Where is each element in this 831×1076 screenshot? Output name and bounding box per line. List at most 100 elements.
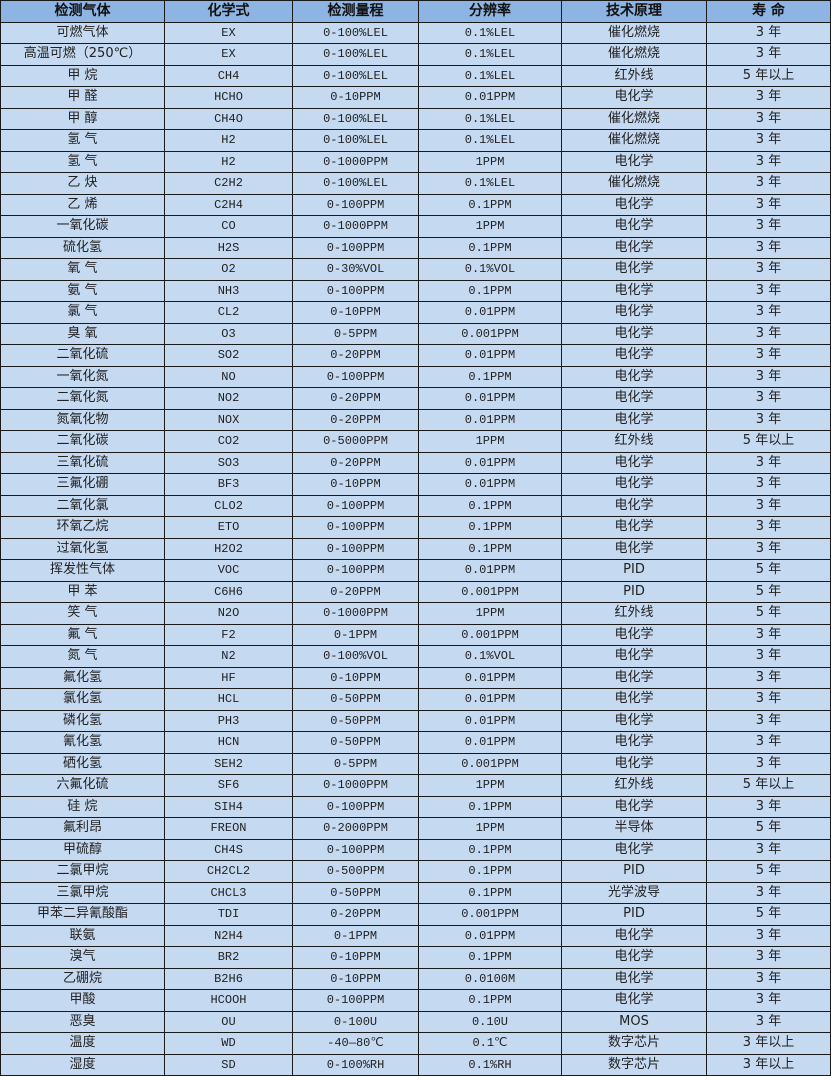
table-row: 甲 醇 CH4O 0-100%LEL 0.1%LEL 催化燃烧 3 年 [0, 107, 831, 130]
table-row: 氯化氢 HCL 0-50PPM 0.01PPM 电化学 3 年 [0, 688, 831, 711]
cell-lifespan: 3 年 [706, 387, 831, 410]
cell-resolution: 0.1PPM [418, 795, 562, 818]
cell-principle: 电化学 [561, 623, 707, 646]
cell-formula: H2S [164, 236, 293, 259]
cell-resolution: 0.01PPM [418, 666, 562, 689]
cell-principle: 电化学 [561, 666, 707, 689]
header-range: 检测量程 [292, 0, 419, 23]
cell-range: 0-10PPM [292, 473, 419, 496]
cell-range: 0-10PPM [292, 967, 419, 990]
cell-resolution: 0.1%LEL [418, 64, 562, 87]
cell-lifespan: 5 年以上 [706, 774, 831, 797]
cell-gas: 硒化氢 [0, 752, 165, 775]
table-row: 一氧化碳 CO 0-1000PPM 1PPM 电化学 3 年 [0, 215, 831, 238]
cell-gas: 二氧化氯 [0, 494, 165, 517]
cell-resolution: 0.1%LEL [418, 107, 562, 130]
cell-range: 0-20PPM [292, 580, 419, 603]
cell-range: 0-1PPM [292, 924, 419, 947]
cell-range: 0-100PPM [292, 494, 419, 517]
cell-gas: 二氯甲烷 [0, 860, 165, 883]
cell-range: 0-50PPM [292, 881, 419, 904]
table-row: 湿度 SD 0-100%RH 0.1%RH 数字芯片 3 年以上 [0, 1053, 831, 1076]
table-row: 甲 苯 C6H6 0-20PPM 0.001PPM PID 5 年 [0, 580, 831, 603]
cell-range: 0-5PPM [292, 322, 419, 345]
table-row: 二氧化氯 CLO2 0-100PPM 0.1PPM 电化学 3 年 [0, 494, 831, 517]
cell-lifespan: 5 年以上 [706, 64, 831, 87]
cell-principle: 红外线 [561, 64, 707, 87]
cell-gas: 环氧乙烷 [0, 516, 165, 539]
cell-gas: 挥发性气体 [0, 559, 165, 582]
cell-lifespan: 3 年 [706, 107, 831, 130]
cell-lifespan: 3 年 [706, 494, 831, 517]
cell-range: 0-50PPM [292, 688, 419, 711]
cell-gas: 二氧化氮 [0, 387, 165, 410]
table-row: 温度 WD -40—80℃ 0.1℃ 数字芯片 3 年以上 [0, 1032, 831, 1055]
cell-resolution: 0.1PPM [418, 989, 562, 1012]
cell-principle: 电化学 [561, 322, 707, 345]
table-row: 氮氧化物 NOX 0-20PPM 0.01PPM 电化学 3 年 [0, 408, 831, 431]
table-row: 甲苯二异氰酸酯 TDI 0-20PPM 0.001PPM PID 5 年 [0, 903, 831, 926]
cell-formula: CHCL3 [164, 881, 293, 904]
cell-resolution: 0.1PPM [418, 946, 562, 969]
cell-resolution: 1PPM [418, 774, 562, 797]
cell-gas: 氢 气 [0, 150, 165, 173]
cell-resolution: 0.1PPM [418, 365, 562, 388]
cell-formula: C6H6 [164, 580, 293, 603]
cell-resolution: 0.1PPM [418, 193, 562, 216]
table-row: 恶臭 OU 0-100U 0.10U MOS 3 年 [0, 1010, 831, 1033]
cell-gas: 恶臭 [0, 1010, 165, 1033]
table-row: 氮 气 N2 0-100%VOL 0.1%VOL 电化学 3 年 [0, 645, 831, 668]
table-row: 氯 气 CL2 0-10PPM 0.01PPM 电化学 3 年 [0, 301, 831, 324]
cell-range: 0-20PPM [292, 408, 419, 431]
cell-gas: 高温可燃（250℃） [0, 43, 165, 66]
table-row: 甲酸 HCOOH 0-100PPM 0.1PPM 电化学 3 年 [0, 989, 831, 1012]
cell-resolution: 0.001PPM [418, 623, 562, 646]
cell-principle: 数字芯片 [561, 1032, 707, 1055]
table-row: 乙 炔 C2H2 0-100%LEL 0.1%LEL 催化燃烧 3 年 [0, 172, 831, 195]
table-row: 磷化氢 PH3 0-50PPM 0.01PPM 电化学 3 年 [0, 709, 831, 732]
cell-gas: 氯化氢 [0, 688, 165, 711]
table-row: 三氟化硼 BF3 0-10PPM 0.01PPM 电化学 3 年 [0, 473, 831, 496]
cell-gas: 氟化氢 [0, 666, 165, 689]
cell-principle: 电化学 [561, 516, 707, 539]
cell-lifespan: 3 年以上 [706, 1032, 831, 1055]
cell-principle: 电化学 [561, 537, 707, 560]
cell-resolution: 0.01PPM [418, 408, 562, 431]
cell-formula: EX [164, 21, 293, 44]
cell-resolution: 0.1%VOL [418, 645, 562, 668]
cell-formula: HCHO [164, 86, 293, 109]
cell-range: 0-10PPM [292, 301, 419, 324]
cell-lifespan: 3 年 [706, 989, 831, 1012]
cell-gas: 乙硼烷 [0, 967, 165, 990]
cell-lifespan: 5 年以上 [706, 430, 831, 453]
cell-resolution: 0.10U [418, 1010, 562, 1033]
cell-resolution: 1PPM [418, 150, 562, 173]
cell-range: 0-1000PPM [292, 150, 419, 173]
cell-formula: CLO2 [164, 494, 293, 517]
cell-range: 0-100PPM [292, 193, 419, 216]
cell-principle: 电化学 [561, 838, 707, 861]
cell-formula: NOX [164, 408, 293, 431]
cell-lifespan: 5 年 [706, 903, 831, 926]
cell-range: 0-100%RH [292, 1053, 419, 1076]
table-row: 笑 气 N2O 0-1000PPM 1PPM 红外线 5 年 [0, 602, 831, 625]
cell-gas: 氮氧化物 [0, 408, 165, 431]
cell-formula: OU [164, 1010, 293, 1033]
cell-range: 0-100%LEL [292, 21, 419, 44]
cell-principle: PID [561, 903, 707, 926]
cell-principle: 电化学 [561, 193, 707, 216]
table-row: 挥发性气体 VOC 0-100PPM 0.01PPM PID 5 年 [0, 559, 831, 582]
cell-principle: PID [561, 559, 707, 582]
cell-gas: 可燃气体 [0, 21, 165, 44]
cell-range: 0-100%LEL [292, 43, 419, 66]
header-principle: 技术原理 [561, 0, 707, 23]
cell-formula: NO [164, 365, 293, 388]
cell-lifespan: 5 年 [706, 580, 831, 603]
cell-formula: WD [164, 1032, 293, 1055]
cell-range: 0-30%VOL [292, 258, 419, 281]
cell-principle: 电化学 [561, 301, 707, 324]
cell-principle: 电化学 [561, 387, 707, 410]
cell-formula: N2H4 [164, 924, 293, 947]
cell-formula: O2 [164, 258, 293, 281]
cell-formula: SEH2 [164, 752, 293, 775]
